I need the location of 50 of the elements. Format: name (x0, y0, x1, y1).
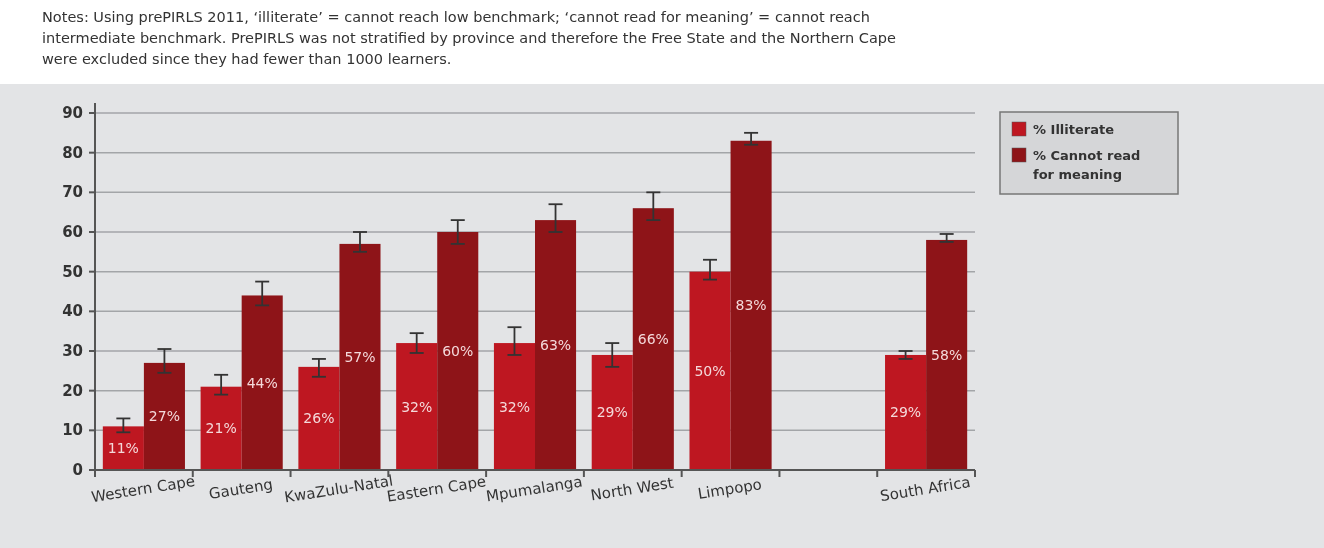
x-tick-label: Western Cape (89, 471, 197, 507)
y-tick-label: 20 (62, 381, 83, 400)
bar (591, 354, 633, 470)
data-label: 57% (344, 348, 376, 365)
bar (339, 243, 381, 470)
data-label: 32% (498, 398, 531, 415)
data-label: 11% (107, 440, 139, 457)
x-tick-label: Limpopo (696, 475, 764, 503)
data-label: 60% (442, 343, 474, 359)
data-label: 58% (931, 346, 963, 363)
data-label: 21% (205, 420, 237, 437)
x-tick-label: South Africa (878, 473, 972, 506)
bar (885, 354, 927, 470)
bar (200, 386, 242, 470)
bar (926, 239, 968, 470)
data-label: 29% (890, 404, 922, 421)
bar (535, 220, 577, 470)
data-label: 32% (401, 398, 433, 415)
bar (632, 208, 674, 470)
y-tick-label: 90 (62, 104, 83, 122)
bar (437, 232, 479, 470)
text: Notes: Using prePIRLS 2011, ‘illiterate’ = cannot reach low benchmark; ‘cannot read for meaning’ = cannot reach intermediate benchmark. PrePIRLS was not stratified by province and therefore the Free State and the Northern Cape were excluded since they had fewer than 1000 learners. (42, 9, 897, 67)
data-label: 50% (694, 362, 726, 379)
data-label: 26% (303, 410, 335, 427)
bar (143, 362, 185, 470)
data-label: 44% (246, 374, 278, 391)
data-label: 29% (596, 404, 628, 421)
data-label: 27% (148, 408, 180, 425)
y-tick-label: 50 (62, 262, 83, 281)
y-tick-label: 70 (62, 183, 83, 202)
data-label: 63% (539, 337, 572, 354)
data-label: 83% (735, 297, 767, 314)
y-tick-label: 30 (62, 342, 83, 360)
legend-label: % Illiterate (1033, 122, 1115, 137)
y-tick-label: 0 (72, 461, 83, 479)
bar (730, 140, 772, 470)
y-tick-label: 10 (62, 421, 83, 440)
y-tick-label: 60 (62, 223, 83, 241)
bar (298, 366, 340, 470)
y-tick-label: 80 (62, 143, 83, 162)
bar (493, 343, 535, 470)
y-tick-label: 40 (62, 302, 83, 321)
bar (241, 295, 283, 470)
x-tick-label: North West (589, 473, 675, 505)
bar (102, 426, 144, 470)
x-tick-label: Gauteng (207, 475, 275, 503)
bar (396, 343, 438, 470)
legend-label: % Cannot read for meaning (1033, 148, 1141, 182)
data-label: 66% (637, 331, 669, 348)
bar (689, 271, 731, 470)
